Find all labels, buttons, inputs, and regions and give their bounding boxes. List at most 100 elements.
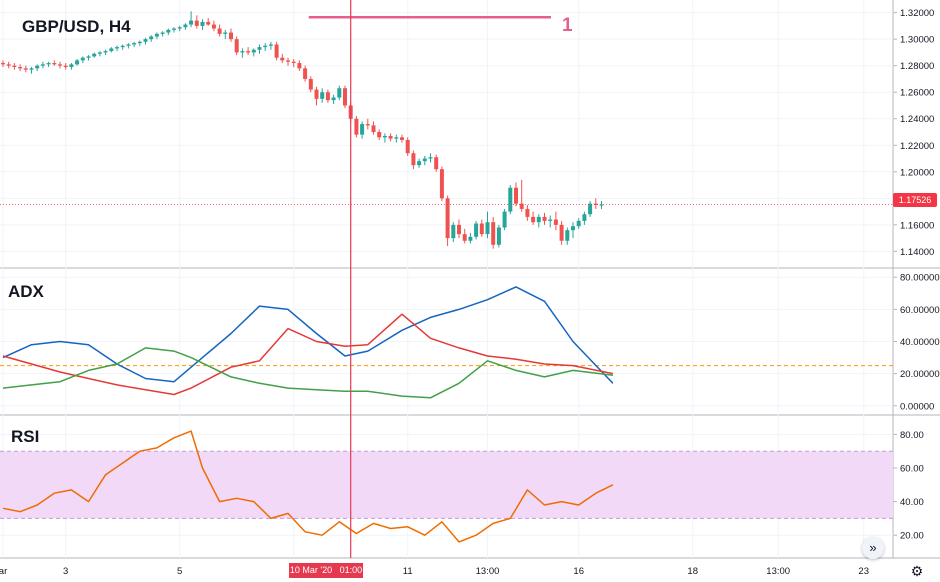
candle-body [200, 21, 205, 26]
title-price: GBP/USD, H4 [22, 17, 131, 36]
candle-body [80, 57, 85, 61]
double-chevron-right-icon: » [869, 540, 877, 555]
candle-body [548, 219, 553, 221]
adx-series-line [2, 313, 614, 396]
candle-body [217, 28, 222, 34]
candle-body [371, 125, 376, 133]
candle-body [599, 204, 604, 206]
candle-body [496, 227, 501, 245]
candle-body [6, 64, 11, 66]
candle-body [274, 44, 279, 58]
price-y-tick-label: 1.20000 [900, 167, 934, 178]
price-y-tick-label: 1.32000 [900, 8, 934, 19]
adx-y-tick-label: 0.00000 [900, 401, 934, 412]
candle-body [428, 157, 433, 159]
candle-body [519, 203, 524, 209]
candle-body [46, 63, 51, 65]
candle-body [400, 137, 404, 140]
price-y-tick-label: 1.30000 [900, 35, 934, 46]
candle-body [502, 211, 507, 228]
candle-body [593, 203, 598, 205]
candle-body [559, 224, 564, 241]
adx-y-tick-label: 40.00000 [900, 337, 940, 348]
scroll-to-realtime-button[interactable]: » [862, 537, 884, 559]
candle-body [23, 68, 28, 70]
rsi-y-tick-label: 60.00 [900, 464, 924, 475]
candle-body [462, 234, 467, 241]
candle-body [120, 45, 125, 48]
candle-body [246, 51, 251, 53]
current-price-label: 1.17526 [893, 193, 937, 207]
candle-body [571, 226, 575, 231]
candle-body [525, 208, 530, 217]
candle-body [434, 157, 439, 170]
settings-button[interactable]: ⚙ [907, 562, 927, 580]
price-y-tick-label: 1.14000 [900, 247, 934, 258]
crosshair-time-label: 10 Mar '20 01:00 [289, 563, 363, 578]
candle-body [417, 161, 422, 166]
rsi-series-line [2, 430, 614, 543]
x-tick-label: 3 [63, 566, 68, 577]
adx-series-line [2, 347, 613, 399]
candle-body [35, 65, 40, 69]
candle-body [58, 64, 62, 66]
x-tick-label: 11 [403, 566, 413, 577]
candle-body [29, 68, 34, 70]
adx-y-tick-label: 20.00000 [900, 369, 940, 380]
candle-body [12, 65, 17, 68]
candle-body [474, 223, 479, 237]
candle-body [588, 203, 593, 215]
candle-body [422, 158, 427, 162]
candle-body [103, 51, 108, 53]
candle-body [320, 92, 325, 99]
rsi-y-tick-label: 80.00 [900, 430, 924, 441]
candle-body [160, 32, 165, 34]
candle-body [553, 219, 558, 225]
candle-body [97, 52, 102, 54]
candle-body [303, 68, 308, 79]
candle-body [382, 135, 387, 138]
candle-body [508, 187, 513, 212]
adx-series-line [2, 286, 614, 384]
candle-body [536, 216, 541, 223]
price-y-tick-label: 1.26000 [900, 88, 934, 99]
candle-body [479, 223, 484, 235]
x-tick-label: 13:00 [766, 566, 790, 577]
candle-body [263, 45, 268, 48]
title-adx: ADX [8, 282, 44, 301]
candle-body [86, 56, 91, 58]
candle-body [177, 27, 182, 29]
candle-body [206, 21, 211, 25]
price-y-tick-label: 1.22000 [900, 141, 934, 152]
candle-body [280, 57, 285, 61]
x-tick-label: 13:00 [476, 566, 500, 577]
candle-body [337, 88, 342, 98]
candle-body [308, 78, 313, 90]
candle-body [183, 24, 188, 28]
x-tick-label: 18 [687, 566, 698, 577]
candle-body [485, 222, 490, 235]
rsi-y-tick-label: 20.00 [900, 531, 924, 542]
title-rsi: RSI [11, 427, 40, 446]
candle-body [143, 39, 148, 42]
candle-body [405, 139, 410, 154]
candle-body [514, 187, 518, 204]
candle-body [291, 61, 296, 64]
candle-body [137, 41, 142, 44]
candle-body [451, 224, 456, 239]
candles-group [1, 11, 604, 249]
adx-y-tick-label: 80.00000 [900, 273, 940, 284]
annotation-label: 1 [562, 15, 573, 36]
candle-body [394, 137, 399, 139]
candle-body [166, 29, 171, 33]
candle-body [343, 88, 347, 106]
candle-body [172, 28, 176, 30]
price-y-tick-label: 1.28000 [900, 61, 934, 72]
candle-body [445, 198, 450, 239]
x-tick-label: 16 [573, 566, 584, 577]
candle-body [297, 63, 302, 69]
candle-body [63, 65, 68, 68]
candle-body [582, 214, 587, 221]
